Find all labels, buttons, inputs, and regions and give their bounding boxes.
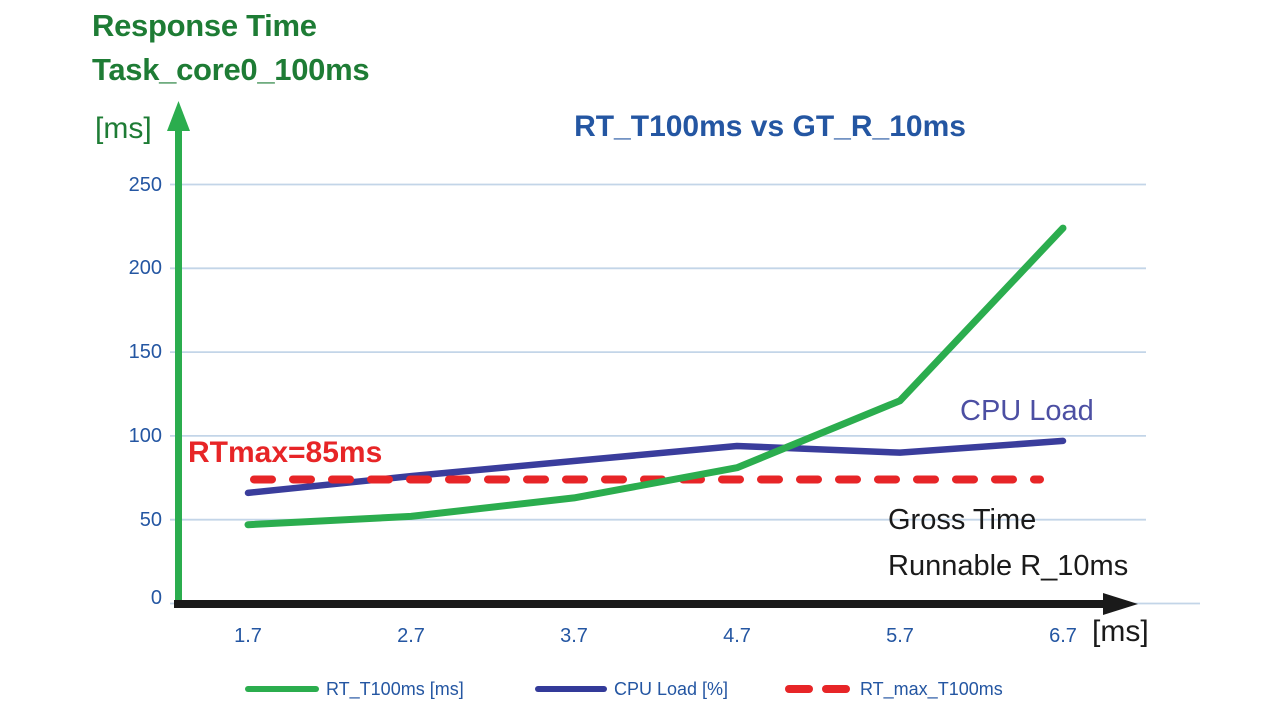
legend-label-rtmax: RT_max_T100ms <box>860 679 1003 699</box>
y-axis-unit-label: [ms] <box>95 112 152 145</box>
x-axis-title-line2: Runnable R_10ms <box>888 550 1129 582</box>
x-tick-label-4.7: 4.7 <box>723 625 751 647</box>
legend-label-cpu: CPU Load [%] <box>614 679 729 699</box>
rtmax-annotation: RTmax=85ms <box>188 436 383 469</box>
chart-title: RT_T100ms vs GT_R_10ms <box>574 110 966 143</box>
legend-label-rt: RT_T100ms [ms] <box>326 679 464 699</box>
x-axis-title-line1: Gross Time <box>888 504 1037 536</box>
y-tick-label-250: 250 <box>128 173 162 196</box>
response-time-heading: Response Time <box>92 8 317 43</box>
x-tick-label-3.7: 3.7 <box>560 625 588 647</box>
rt-response-time-line <box>244 224 1067 529</box>
y-tick-label-0: 0 <box>150 586 162 609</box>
cpu-load-annotation: CPU Load <box>960 395 1094 427</box>
y-tick-label-50: 50 <box>139 508 162 531</box>
legend-dash2-rtmax <box>822 685 850 693</box>
y-tick-label-200: 200 <box>128 257 162 280</box>
x-axis-unit-label: [ms] <box>1092 615 1149 648</box>
y-axis-arrow-icon <box>167 101 190 131</box>
y-axis <box>167 101 190 604</box>
x-tick-label-2.7: 2.7 <box>397 625 425 647</box>
y-tick-label-100: 100 <box>128 424 162 447</box>
legend-swatch-rt <box>245 686 319 692</box>
x-axis <box>174 593 1138 615</box>
x-tick-label-5.7: 5.7 <box>886 625 914 647</box>
x-tick-label-1.7: 1.7 <box>234 625 262 647</box>
legend-swatch-cpu <box>535 686 607 692</box>
task-name-heading: Task_core0_100ms <box>92 52 370 87</box>
legend-dash1-rtmax <box>785 685 813 693</box>
x-tick-label-6.7: 6.7 <box>1049 625 1077 647</box>
x-axis-arrow-icon <box>1103 593 1138 615</box>
y-tick-label-150: 150 <box>128 341 162 364</box>
